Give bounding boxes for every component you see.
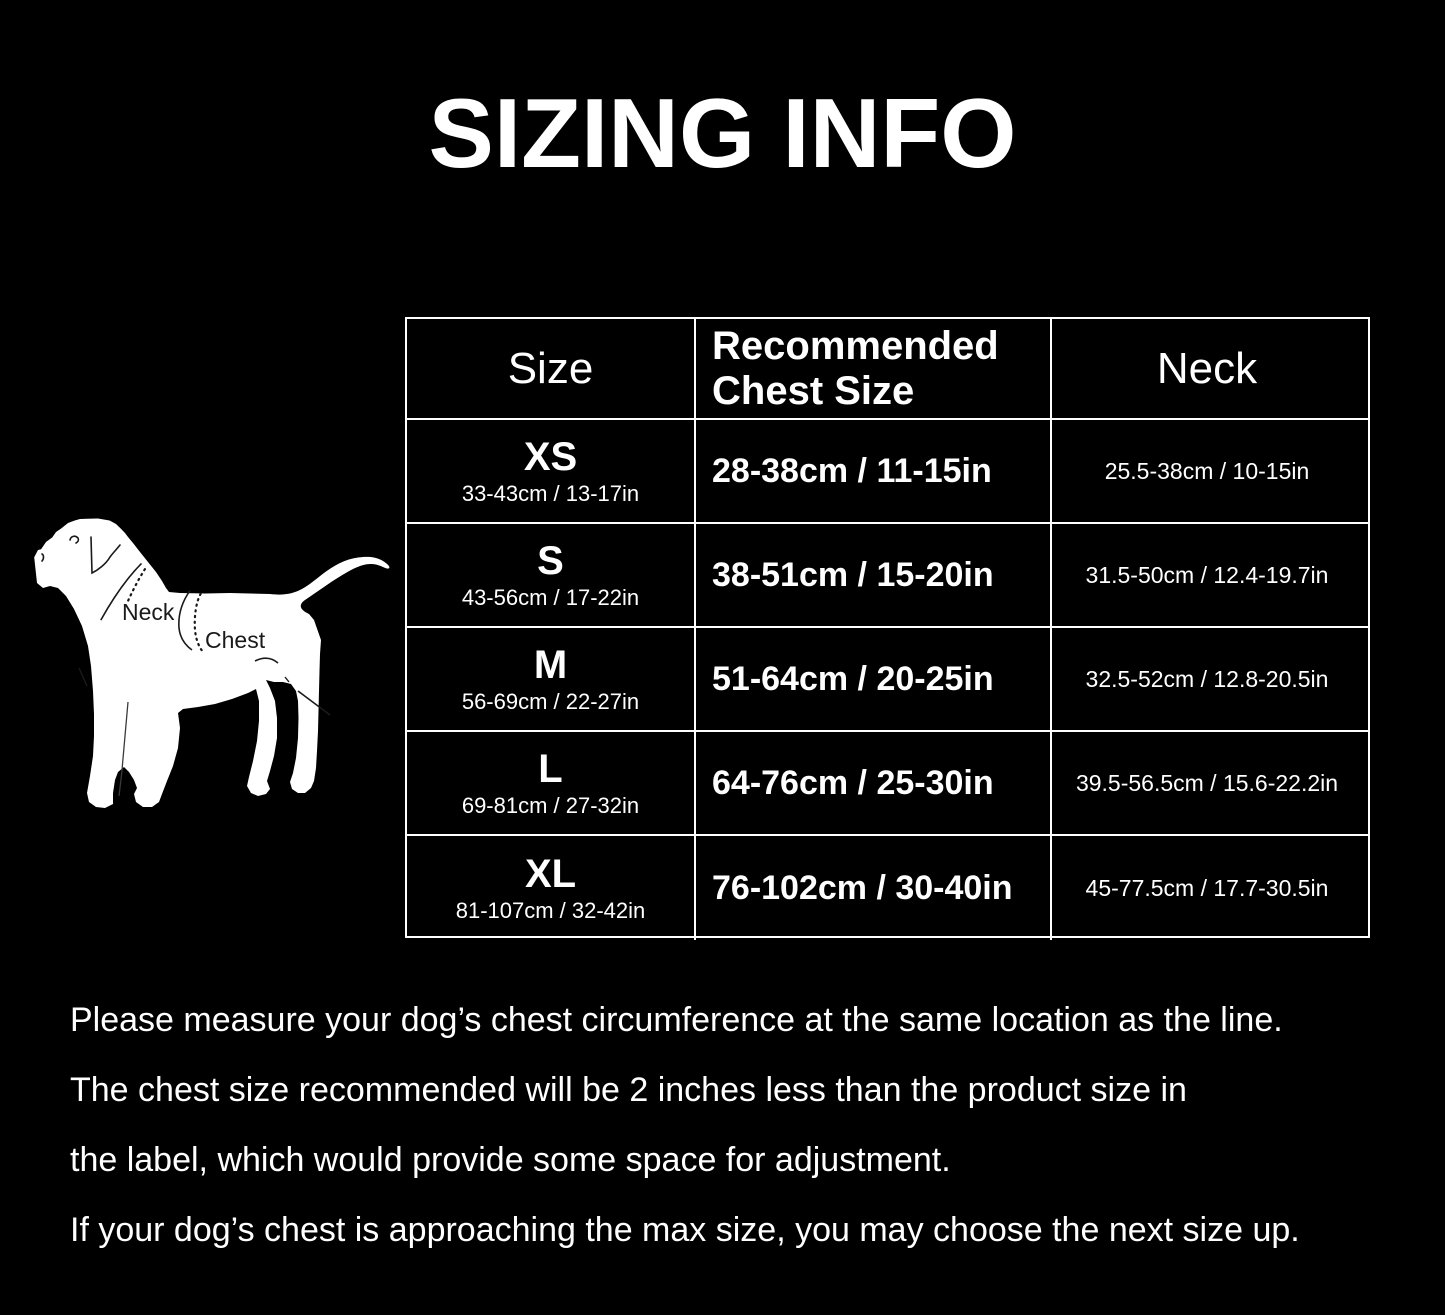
svg-text:Chest: Chest [205, 627, 266, 653]
svg-text:Neck: Neck [122, 599, 175, 625]
